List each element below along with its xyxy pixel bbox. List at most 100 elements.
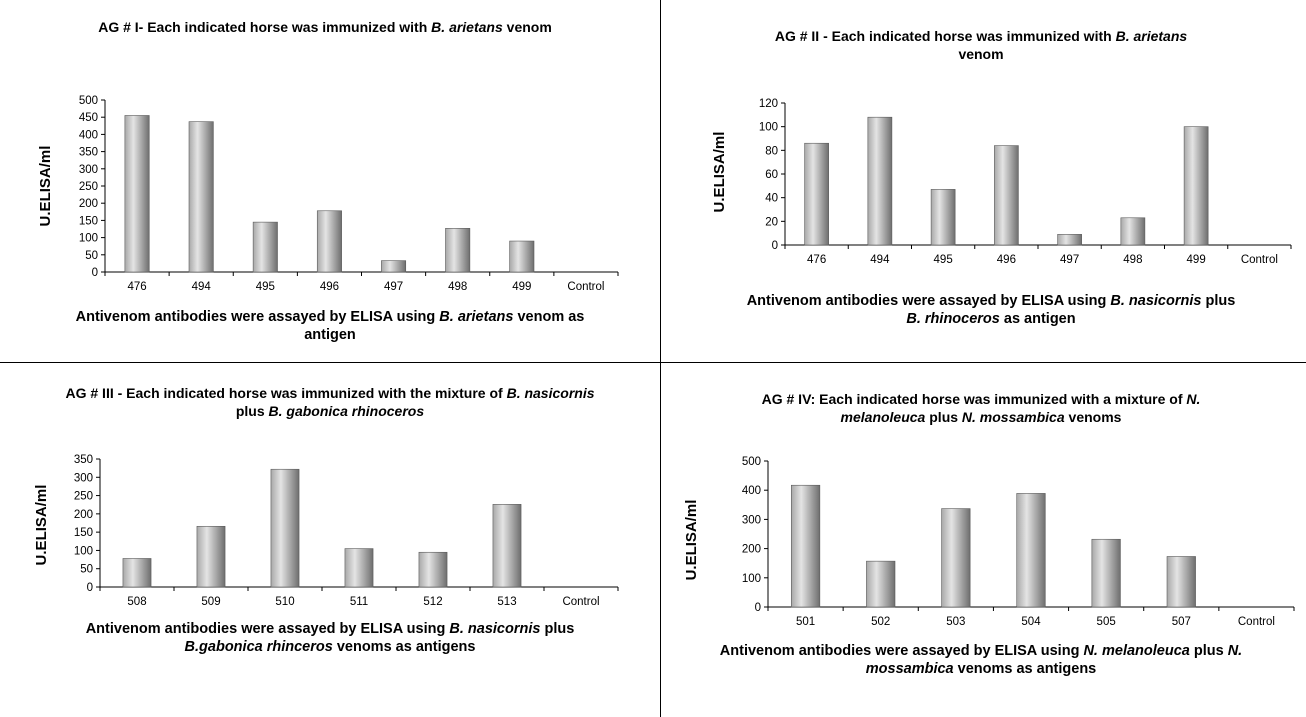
bar-498	[445, 228, 471, 273]
y-tick-label: 80	[765, 145, 778, 157]
bar-496	[994, 145, 1019, 246]
x-tick-label: 513	[497, 596, 516, 608]
bar-494	[188, 121, 214, 273]
y-tick-label: 200	[79, 198, 98, 210]
y-tick-label: 200	[742, 544, 761, 556]
bar-513	[492, 504, 522, 588]
chart-title: AG # III - Each indicated horse was immu…	[65, 385, 595, 419]
x-tick-label: 476	[807, 254, 826, 266]
chart-caption: Antivenom antibodies were assayed by ELI…	[85, 621, 575, 655]
y-tick-label: 350	[79, 147, 98, 159]
x-tick-label: 509	[201, 596, 220, 608]
x-tick-label: 502	[871, 616, 890, 628]
x-tick-label: 507	[1172, 616, 1191, 628]
y-tick-label: 400	[79, 129, 98, 141]
bar-495	[930, 189, 956, 246]
x-tick-label: 504	[1021, 616, 1041, 628]
horizontal-divider	[0, 362, 1306, 363]
chart-panel-ag1: AG # I- Each indicated horse was immuniz…	[0, 0, 660, 362]
x-tick-label: Control	[567, 281, 604, 293]
bar-494	[867, 116, 893, 246]
bar-chart: 0 100 200 300 400 500 501 502 503 504 505 507 Contro…	[683, 456, 1295, 628]
bar-476	[804, 142, 829, 246]
y-tick-label: 450	[79, 112, 98, 124]
y-tick-label: 150	[74, 527, 93, 539]
y-axis-label: U.ELISA/ml	[33, 485, 50, 566]
bar-497	[1057, 234, 1082, 246]
x-tick-label: 498	[1123, 254, 1142, 266]
chart-panel-ag3: AG # III - Each indicated horse was immu…	[0, 363, 660, 717]
y-tick-label: 250	[74, 491, 93, 503]
bar-498	[1120, 217, 1146, 246]
chart-panel-ag2: AG # II - Each indicated horse was immun…	[661, 0, 1306, 362]
chart-title: AG # IV: Each indicated horse was immuni…	[761, 391, 1201, 425]
bar-505	[1091, 538, 1121, 608]
x-tick-label: Control	[562, 596, 599, 608]
bar-496	[316, 210, 342, 273]
bar-502	[866, 560, 896, 608]
bar-476	[124, 115, 150, 273]
bar-507	[1166, 556, 1196, 608]
y-tick-label: 50	[80, 564, 93, 576]
x-tick-label: 496	[320, 281, 339, 293]
bar-chart: 0 50 100 150 200 250 300 350 400 450 500 476 494 495 4…	[37, 95, 619, 293]
bar-501	[790, 484, 821, 608]
x-tick-label: 499	[1187, 254, 1206, 266]
bar-509	[196, 525, 226, 588]
chart-title: AG # I- Each indicated horse was immuniz…	[98, 19, 552, 35]
x-tick-label: 497	[384, 281, 403, 293]
chart-panel-ag4: AG # IV: Each indicated horse was immuni…	[661, 363, 1306, 717]
y-tick-label: 100	[759, 122, 778, 134]
y-axis-label: U.ELISA/ml	[683, 500, 700, 581]
x-tick-label: 495	[256, 281, 275, 293]
bar-499	[1183, 126, 1209, 246]
bar-504	[1016, 493, 1046, 608]
x-tick-label: 512	[423, 596, 442, 608]
x-tick-label: 495	[934, 254, 953, 266]
x-tick-label: 511	[350, 596, 368, 608]
y-tick-label: 50	[85, 250, 98, 262]
x-tick-label: Control	[1238, 616, 1275, 628]
chart-caption: Antivenom antibodies were assayed by ELI…	[75, 309, 585, 343]
y-tick-label: 0	[772, 240, 778, 252]
bar-499	[509, 240, 535, 273]
bar-495	[252, 221, 278, 273]
x-tick-label: 498	[448, 281, 467, 293]
y-tick-label: 0	[755, 602, 761, 614]
x-tick-label: 503	[946, 616, 965, 628]
y-tick-label: 20	[765, 216, 778, 228]
y-tick-label: 300	[74, 472, 93, 484]
y-tick-label: 100	[742, 573, 761, 585]
bar-510	[270, 468, 300, 588]
y-tick-label: 100	[79, 233, 98, 245]
y-tick-label: 500	[79, 95, 98, 107]
x-tick-label: 505	[1097, 616, 1116, 628]
y-tick-label: 0	[87, 582, 93, 594]
x-tick-label: 510	[275, 596, 294, 608]
y-tick-label: 250	[79, 181, 98, 193]
x-tick-label: 501	[796, 616, 815, 628]
x-tick-label: Control	[1241, 254, 1278, 266]
chart-title: AG # II - Each indicated horse was immun…	[774, 28, 1188, 62]
x-tick-label: 497	[1060, 254, 1079, 266]
chart-caption: Antivenom antibodies were assayed by ELI…	[719, 643, 1243, 677]
bar-508	[122, 558, 152, 588]
x-tick-label: 494	[192, 281, 212, 293]
x-tick-label: 494	[870, 254, 890, 266]
bar-512	[418, 551, 448, 588]
x-tick-label: 499	[512, 281, 531, 293]
x-tick-label: 508	[127, 596, 146, 608]
bar-503	[941, 508, 971, 608]
x-tick-label: 496	[997, 254, 1016, 266]
y-axis-label: U.ELISA/ml	[37, 146, 54, 227]
y-tick-label: 150	[79, 215, 98, 227]
y-tick-label: 0	[92, 267, 98, 279]
chart-caption: Antivenom antibodies were assayed by ELI…	[746, 293, 1236, 327]
bar-chart: 0 50 100 150 200 250 300 350 508 509 510 511 512 513 C…	[33, 454, 619, 608]
bar-511	[344, 548, 374, 588]
y-tick-label: 400	[742, 485, 761, 497]
y-tick-label: 300	[742, 514, 761, 526]
y-tick-label: 60	[765, 169, 778, 181]
y-tick-label: 120	[759, 98, 778, 110]
bar-497	[381, 260, 407, 273]
